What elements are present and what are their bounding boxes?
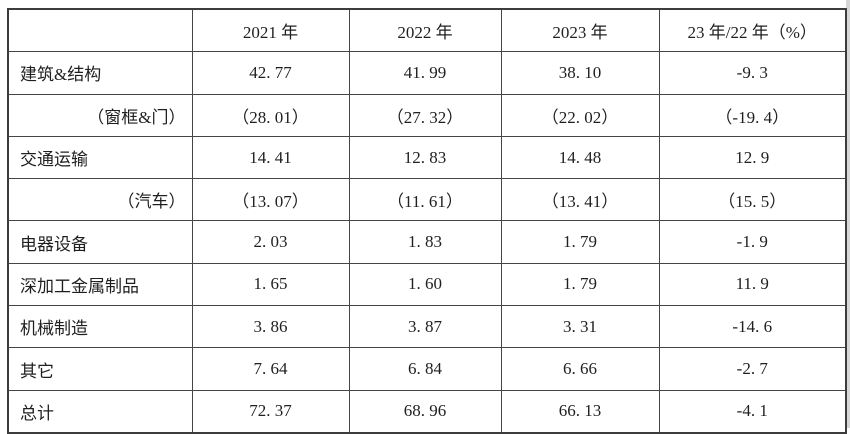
cell-value: （13. 41） — [500, 178, 660, 222]
cell-value: 1. 79 — [500, 220, 660, 264]
row-label: 建筑&结构 — [7, 51, 193, 95]
header-cell-2022: 2022 年 — [348, 8, 502, 53]
table-row: 总计 72. 37 68. 96 66. 13 -4. 1 — [7, 389, 847, 434]
cell-value: 12. 9 — [658, 135, 847, 180]
row-label: 机械制造 — [7, 305, 193, 349]
cell-value: 66. 13 — [500, 389, 660, 434]
table-row: 建筑&结构 42. 77 41. 99 38. 10 -9. 3 — [7, 51, 847, 95]
table-row: 电器设备 2. 03 1. 83 1. 79 -1. 9 — [7, 220, 847, 264]
cell-value: 68. 96 — [348, 389, 502, 434]
cell-value: （22. 02） — [500, 93, 660, 137]
cell-value: 72. 37 — [191, 389, 350, 434]
header-cell-category — [7, 8, 193, 53]
cell-value: （28. 01） — [191, 93, 350, 137]
cell-value: 41. 99 — [348, 51, 502, 95]
cell-value: （11. 61） — [348, 178, 502, 222]
header-row: 2021 年 2022 年 2023 年 23 年/22 年（%） — [7, 8, 847, 53]
cell-value: -9. 3 — [658, 51, 847, 95]
cell-value: -4. 1 — [658, 389, 847, 434]
row-label: （窗框&门） — [7, 93, 193, 137]
header-cell-2021: 2021 年 — [191, 8, 350, 53]
cell-value: （15. 5） — [658, 178, 847, 222]
row-label: 总计 — [7, 389, 193, 434]
row-label: 电器设备 — [7, 220, 193, 264]
cell-value: 12. 83 — [348, 135, 502, 180]
table-row: （汽车） （13. 07） （11. 61） （13. 41） （15. 5） — [7, 178, 847, 222]
cell-value: 3. 31 — [500, 305, 660, 349]
data-table: 2021 年 2022 年 2023 年 23 年/22 年（%） 建筑&结构 … — [7, 8, 847, 434]
cell-value: 1. 79 — [500, 262, 660, 307]
cell-value: -2. 7 — [658, 347, 847, 391]
cell-value: 38. 10 — [500, 51, 660, 95]
cell-value: 6. 84 — [348, 347, 502, 391]
cell-value: 3. 86 — [191, 305, 350, 349]
table-row: 交通运输 14. 41 12. 83 14. 48 12. 9 — [7, 135, 847, 180]
cell-value: 6. 66 — [500, 347, 660, 391]
cell-value: 1. 83 — [348, 220, 502, 264]
cell-value: 42. 77 — [191, 51, 350, 95]
row-label: 交通运输 — [7, 135, 193, 180]
cell-value: 11. 9 — [658, 262, 847, 307]
table-row: 其它 7. 64 6. 84 6. 66 -2. 7 — [7, 347, 847, 391]
cell-value: 14. 41 — [191, 135, 350, 180]
table-row: 机械制造 3. 86 3. 87 3. 31 -14. 6 — [7, 305, 847, 349]
cell-value: （27. 32） — [348, 93, 502, 137]
cell-value: -1. 9 — [658, 220, 847, 264]
screen-right-edge-strip — [846, 0, 850, 428]
cell-value: 14. 48 — [500, 135, 660, 180]
cell-value: 2. 03 — [191, 220, 350, 264]
header-cell-2023: 2023 年 — [500, 8, 660, 53]
cell-value: 1. 65 — [191, 262, 350, 307]
cell-value: 7. 64 — [191, 347, 350, 391]
cell-value: （13. 07） — [191, 178, 350, 222]
cell-value: （-19. 4） — [658, 93, 847, 137]
header-cell-yoy-change: 23 年/22 年（%） — [658, 8, 847, 53]
table-row: 深加工金属制品 1. 65 1. 60 1. 79 11. 9 — [7, 262, 847, 307]
cell-value: 3. 87 — [348, 305, 502, 349]
row-label: 其它 — [7, 347, 193, 391]
row-label: （汽车） — [7, 178, 193, 222]
cell-value: 1. 60 — [348, 262, 502, 307]
row-label: 深加工金属制品 — [7, 262, 193, 307]
cell-value: -14. 6 — [658, 305, 847, 349]
table-row: （窗框&门） （28. 01） （27. 32） （22. 02） （-19. … — [7, 93, 847, 137]
